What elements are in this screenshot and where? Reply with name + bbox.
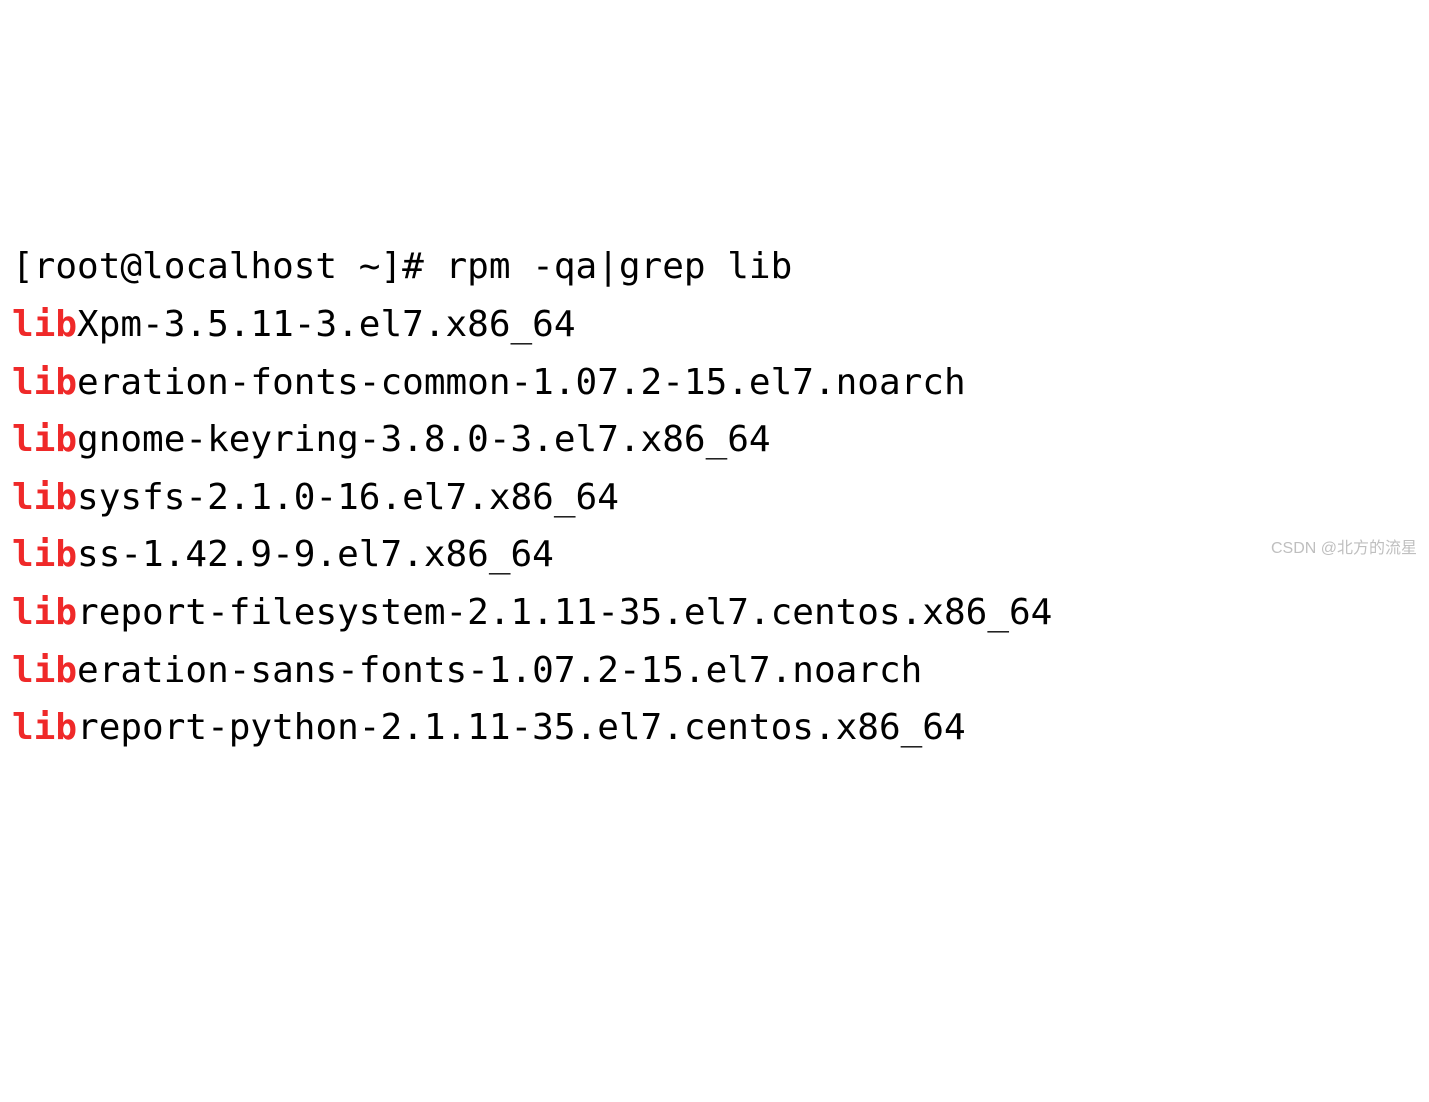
output-text: gnome-keyring-3.8.0-3.el7.x86_64	[77, 419, 771, 460]
output-text: report-python-2.1.11-35.el7.centos.x86_6…	[77, 707, 966, 748]
output-line: libXpm-3.5.11-3.el7.x86_64	[12, 296, 1417, 354]
shell-prompt: [root@localhost ~]#	[12, 246, 445, 287]
output-line: libsysfs-2.1.0-16.el7.x86_64	[12, 469, 1417, 527]
output-line: libreport-python-2.1.11-35.el7.centos.x8…	[12, 699, 1417, 757]
grep-match: lib	[12, 534, 77, 575]
output-text: sysfs-2.1.0-16.el7.x86_64	[77, 477, 619, 518]
prompt-line: [root@localhost ~]# rpm -qa|grep lib	[12, 238, 1417, 296]
grep-match: lib	[12, 592, 77, 633]
output-text: eration-sans-fonts-1.07.2-15.el7.noarch	[77, 650, 922, 691]
output-text: report-filesystem-2.1.11-35.el7.centos.x…	[77, 592, 1052, 633]
output-text: eration-fonts-common-1.07.2-15.el7.noarc…	[77, 362, 966, 403]
output-line: libgnome-keyring-3.8.0-3.el7.x86_64	[12, 411, 1417, 469]
output-line: libss-1.42.9-9.el7.x86_64	[12, 526, 1417, 584]
grep-match: lib	[12, 304, 77, 345]
output-line: liberation-fonts-common-1.07.2-15.el7.no…	[12, 354, 1417, 412]
grep-match: lib	[12, 362, 77, 403]
grep-match: lib	[12, 419, 77, 460]
output-text: Xpm-3.5.11-3.el7.x86_64	[77, 304, 576, 345]
grep-match: lib	[12, 707, 77, 748]
command-text: rpm -qa|grep lib	[445, 246, 792, 287]
output-line: libreport-filesystem-2.1.11-35.el7.cento…	[12, 584, 1417, 642]
terminal-output: [root@localhost ~]# rpm -qa|grep liblibX…	[12, 238, 1417, 756]
grep-match: lib	[12, 477, 77, 518]
output-line: liberation-sans-fonts-1.07.2-15.el7.noar…	[12, 642, 1417, 700]
output-text: ss-1.42.9-9.el7.x86_64	[77, 534, 554, 575]
watermark-text: CSDN @北方的流星	[1271, 536, 1417, 562]
grep-match: lib	[12, 650, 77, 691]
